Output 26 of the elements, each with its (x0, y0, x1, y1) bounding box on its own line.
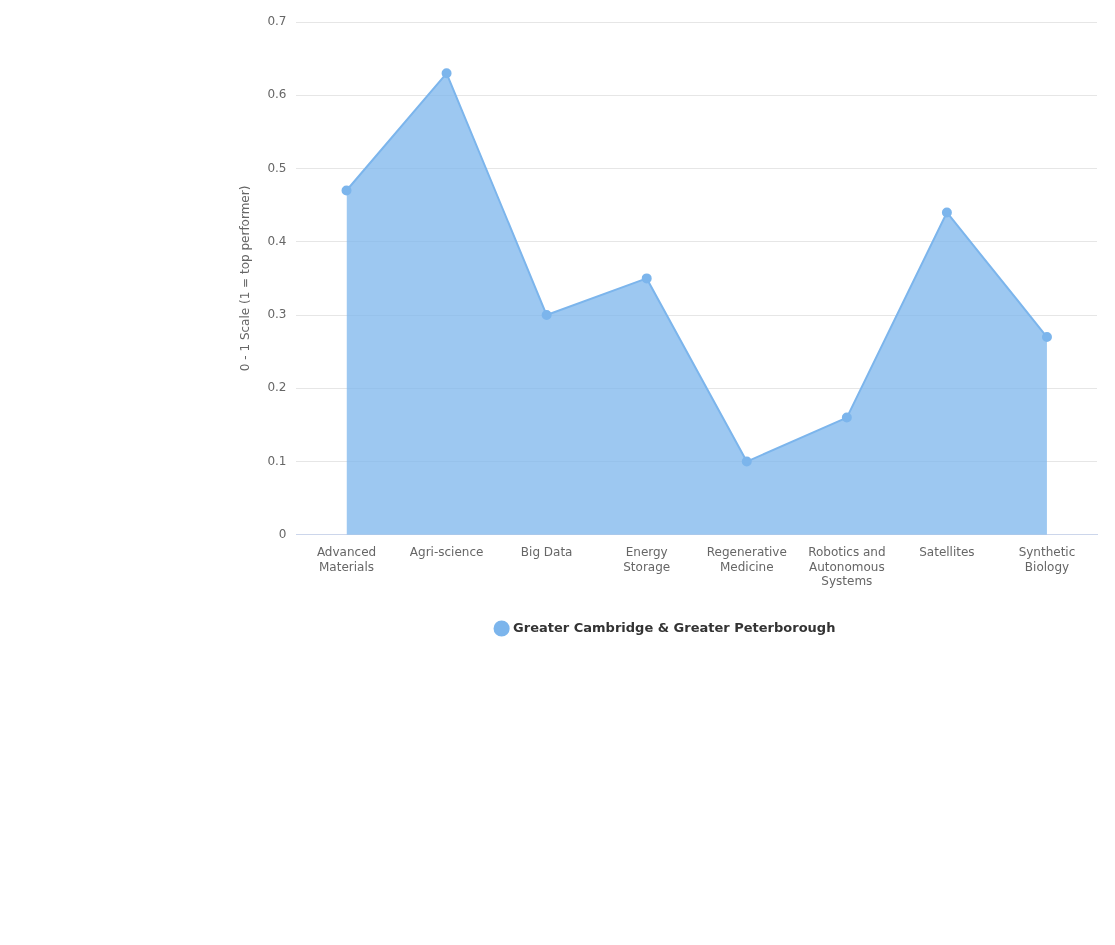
point (341, 185, 352, 196)
x-tick-label: Robotics and Autonomous Systems (808, 545, 886, 588)
point (941, 207, 952, 218)
x-tick-label: Big Data (520, 545, 573, 560)
legend-label: Greater Cambridge & Greater Peterborough (513, 619, 836, 635)
y-tick-label: 0.1 (267, 453, 287, 468)
point (541, 310, 552, 321)
y-tick-label: 0 (278, 526, 287, 541)
x-tick-label: Advanced Materials (316, 545, 377, 574)
y-tick-label: 0.7 (267, 14, 287, 29)
x-tick-label: Satellites (919, 545, 975, 560)
point (1041, 332, 1052, 343)
x-tick-label: Regenerative Medicine (706, 545, 787, 574)
y-tick-label: 0.3 (267, 307, 287, 322)
y-tick-label: 0.5 (267, 160, 287, 175)
y-tick-label: 0.4 (267, 233, 287, 248)
point (441, 68, 452, 79)
point (841, 412, 852, 423)
x-tick-label: Energy Storage (623, 545, 671, 574)
point (741, 456, 752, 467)
y-axis-title: 0 - 1 Scale (1 = top performer) (238, 185, 253, 372)
y-tick-label: 0.2 (267, 380, 287, 395)
x-tick-label: Agri-science (409, 545, 484, 560)
y-tick-label: 0.6 (267, 87, 287, 102)
x-tick-label: Synthetic Biology (1018, 545, 1076, 574)
point (641, 273, 652, 284)
